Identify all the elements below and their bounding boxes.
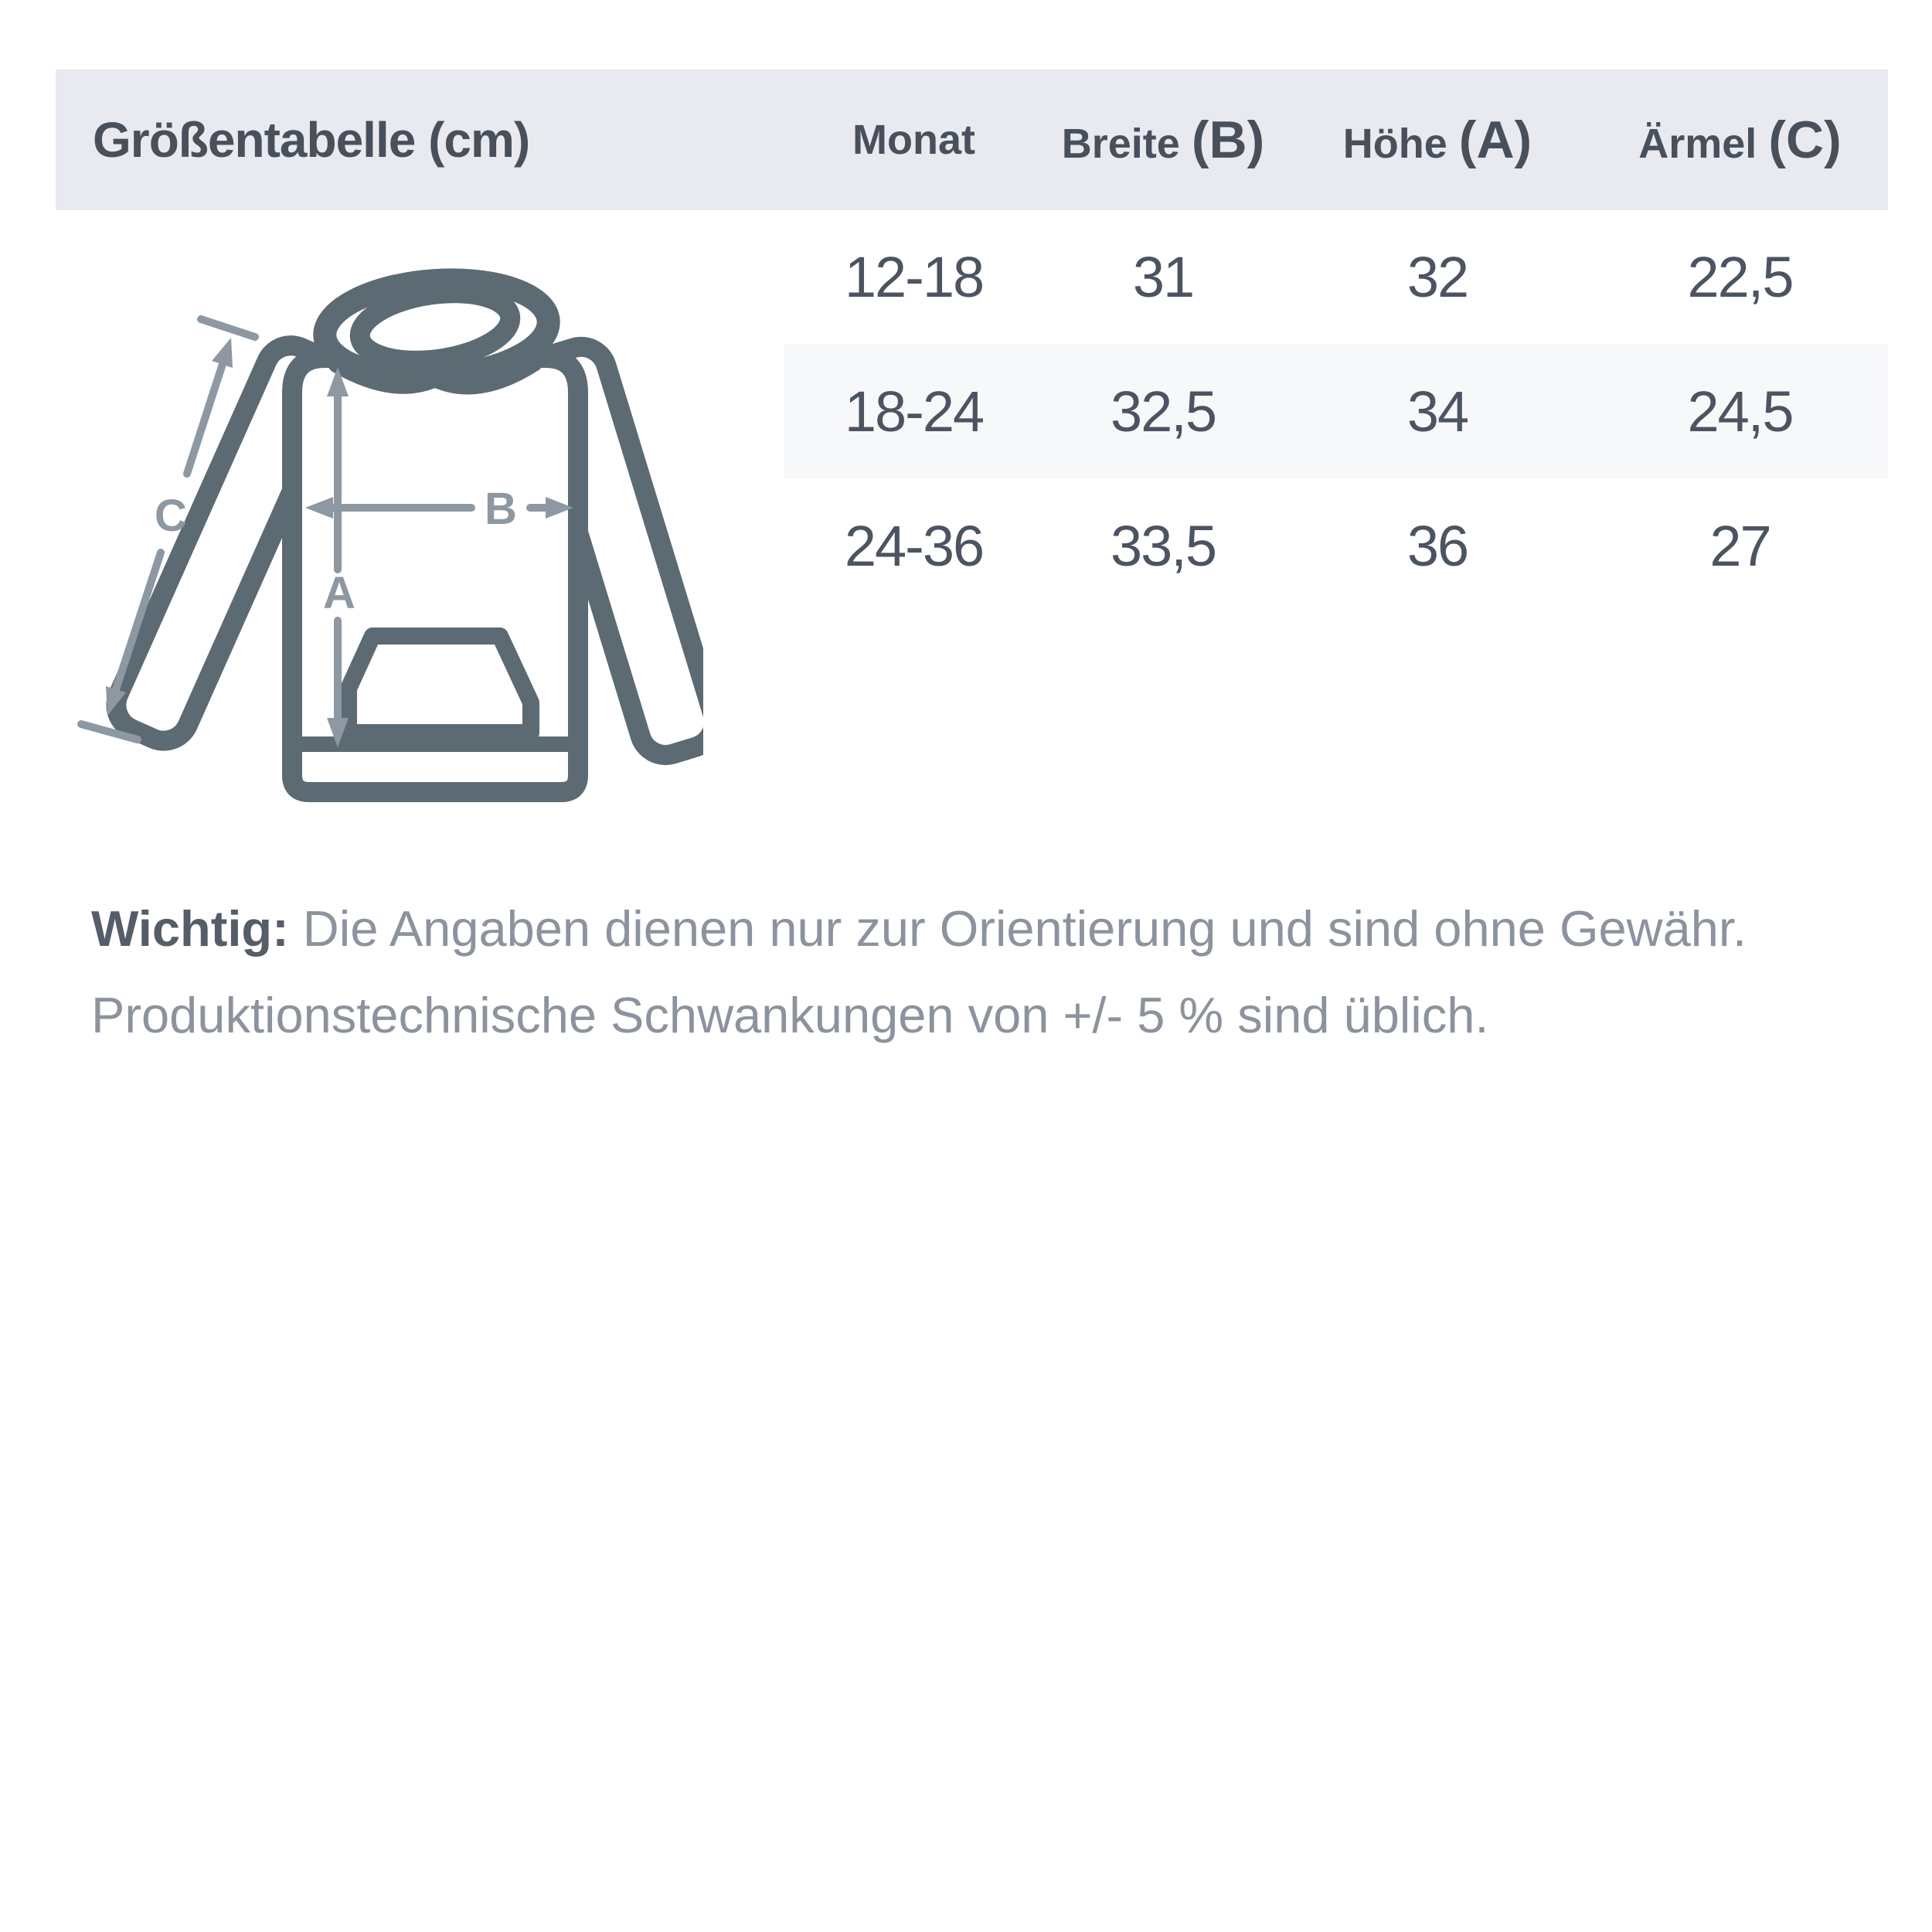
column-header-aermel-label: Ärmel: [1638, 121, 1757, 167]
measurement-arrow-c: [77, 315, 259, 743]
label-b: B: [485, 484, 517, 534]
cell-breite: 32,5: [1110, 379, 1217, 444]
table-row: 24-36 33,5 36 27: [784, 478, 1888, 613]
hoodie-pocket: [340, 628, 539, 741]
note-line-1-text: Die Angaben dienen nur zur Orientierung …: [288, 900, 1747, 957]
column-header-monat: Monat: [784, 116, 1043, 164]
label-c: C: [155, 491, 187, 541]
cell-aermel: 24,5: [1687, 379, 1794, 444]
cell-aermel: 27: [1709, 513, 1771, 578]
cell-breite: 33,5: [1110, 513, 1217, 578]
column-header-hoehe-label: Höhe: [1342, 121, 1447, 167]
measurement-arrow-a: [327, 367, 349, 747]
cell-hoehe: 36: [1406, 513, 1469, 578]
cell-hoehe: 32: [1406, 244, 1469, 309]
note-line-2: Produktionstechnische Schwankungen von +…: [91, 987, 1489, 1043]
cell-breite: 31: [1132, 244, 1195, 309]
cell-aermel: 22,5: [1687, 244, 1794, 309]
cell-monat: 24-36: [844, 513, 985, 578]
hoodie-hood-bottom-edge: [328, 352, 543, 395]
column-header-breite: Breite (B): [1043, 110, 1283, 170]
hoodie-measurement-diagram: A B C: [77, 268, 703, 802]
table-row: 12-18 31 32 22,5: [784, 209, 1888, 344]
hoodie-hood-inner-rim: [349, 283, 521, 371]
cell-hoehe: 34: [1406, 379, 1469, 444]
note-bold-prefix: Wichtig:: [91, 900, 289, 957]
page-title: Größentabelle (cm): [93, 112, 530, 168]
cell-monat: 18-24: [844, 379, 985, 444]
important-note: Wichtig: Die Angaben dienen nur zur Orie…: [91, 886, 1853, 1059]
cell-monat: 12-18: [844, 244, 985, 309]
column-header-breite-label: Breite: [1061, 121, 1180, 167]
table-header-bar: Größentabelle (cm) Monat Breite (B) Höhe…: [56, 70, 1888, 210]
column-headers: Monat Breite (B) Höhe (A) Ärmel (C): [784, 70, 1888, 210]
column-header-breite-letter: (B): [1191, 111, 1265, 169]
note-line-1: Wichtig: Die Angaben dienen nur zur Orie…: [91, 886, 1853, 972]
column-header-hoehe: Höhe (A): [1283, 110, 1592, 170]
column-header-monat-label: Monat: [852, 117, 975, 163]
column-header-hoehe-letter: (A): [1458, 111, 1532, 169]
measurement-arrow-b: [305, 497, 573, 519]
label-a: A: [323, 568, 355, 618]
column-header-aermel: Ärmel (C): [1592, 110, 1888, 170]
table-row: 18-24 32,5 34 24,5: [784, 344, 1888, 478]
column-header-aermel-letter: (C): [1768, 111, 1842, 169]
